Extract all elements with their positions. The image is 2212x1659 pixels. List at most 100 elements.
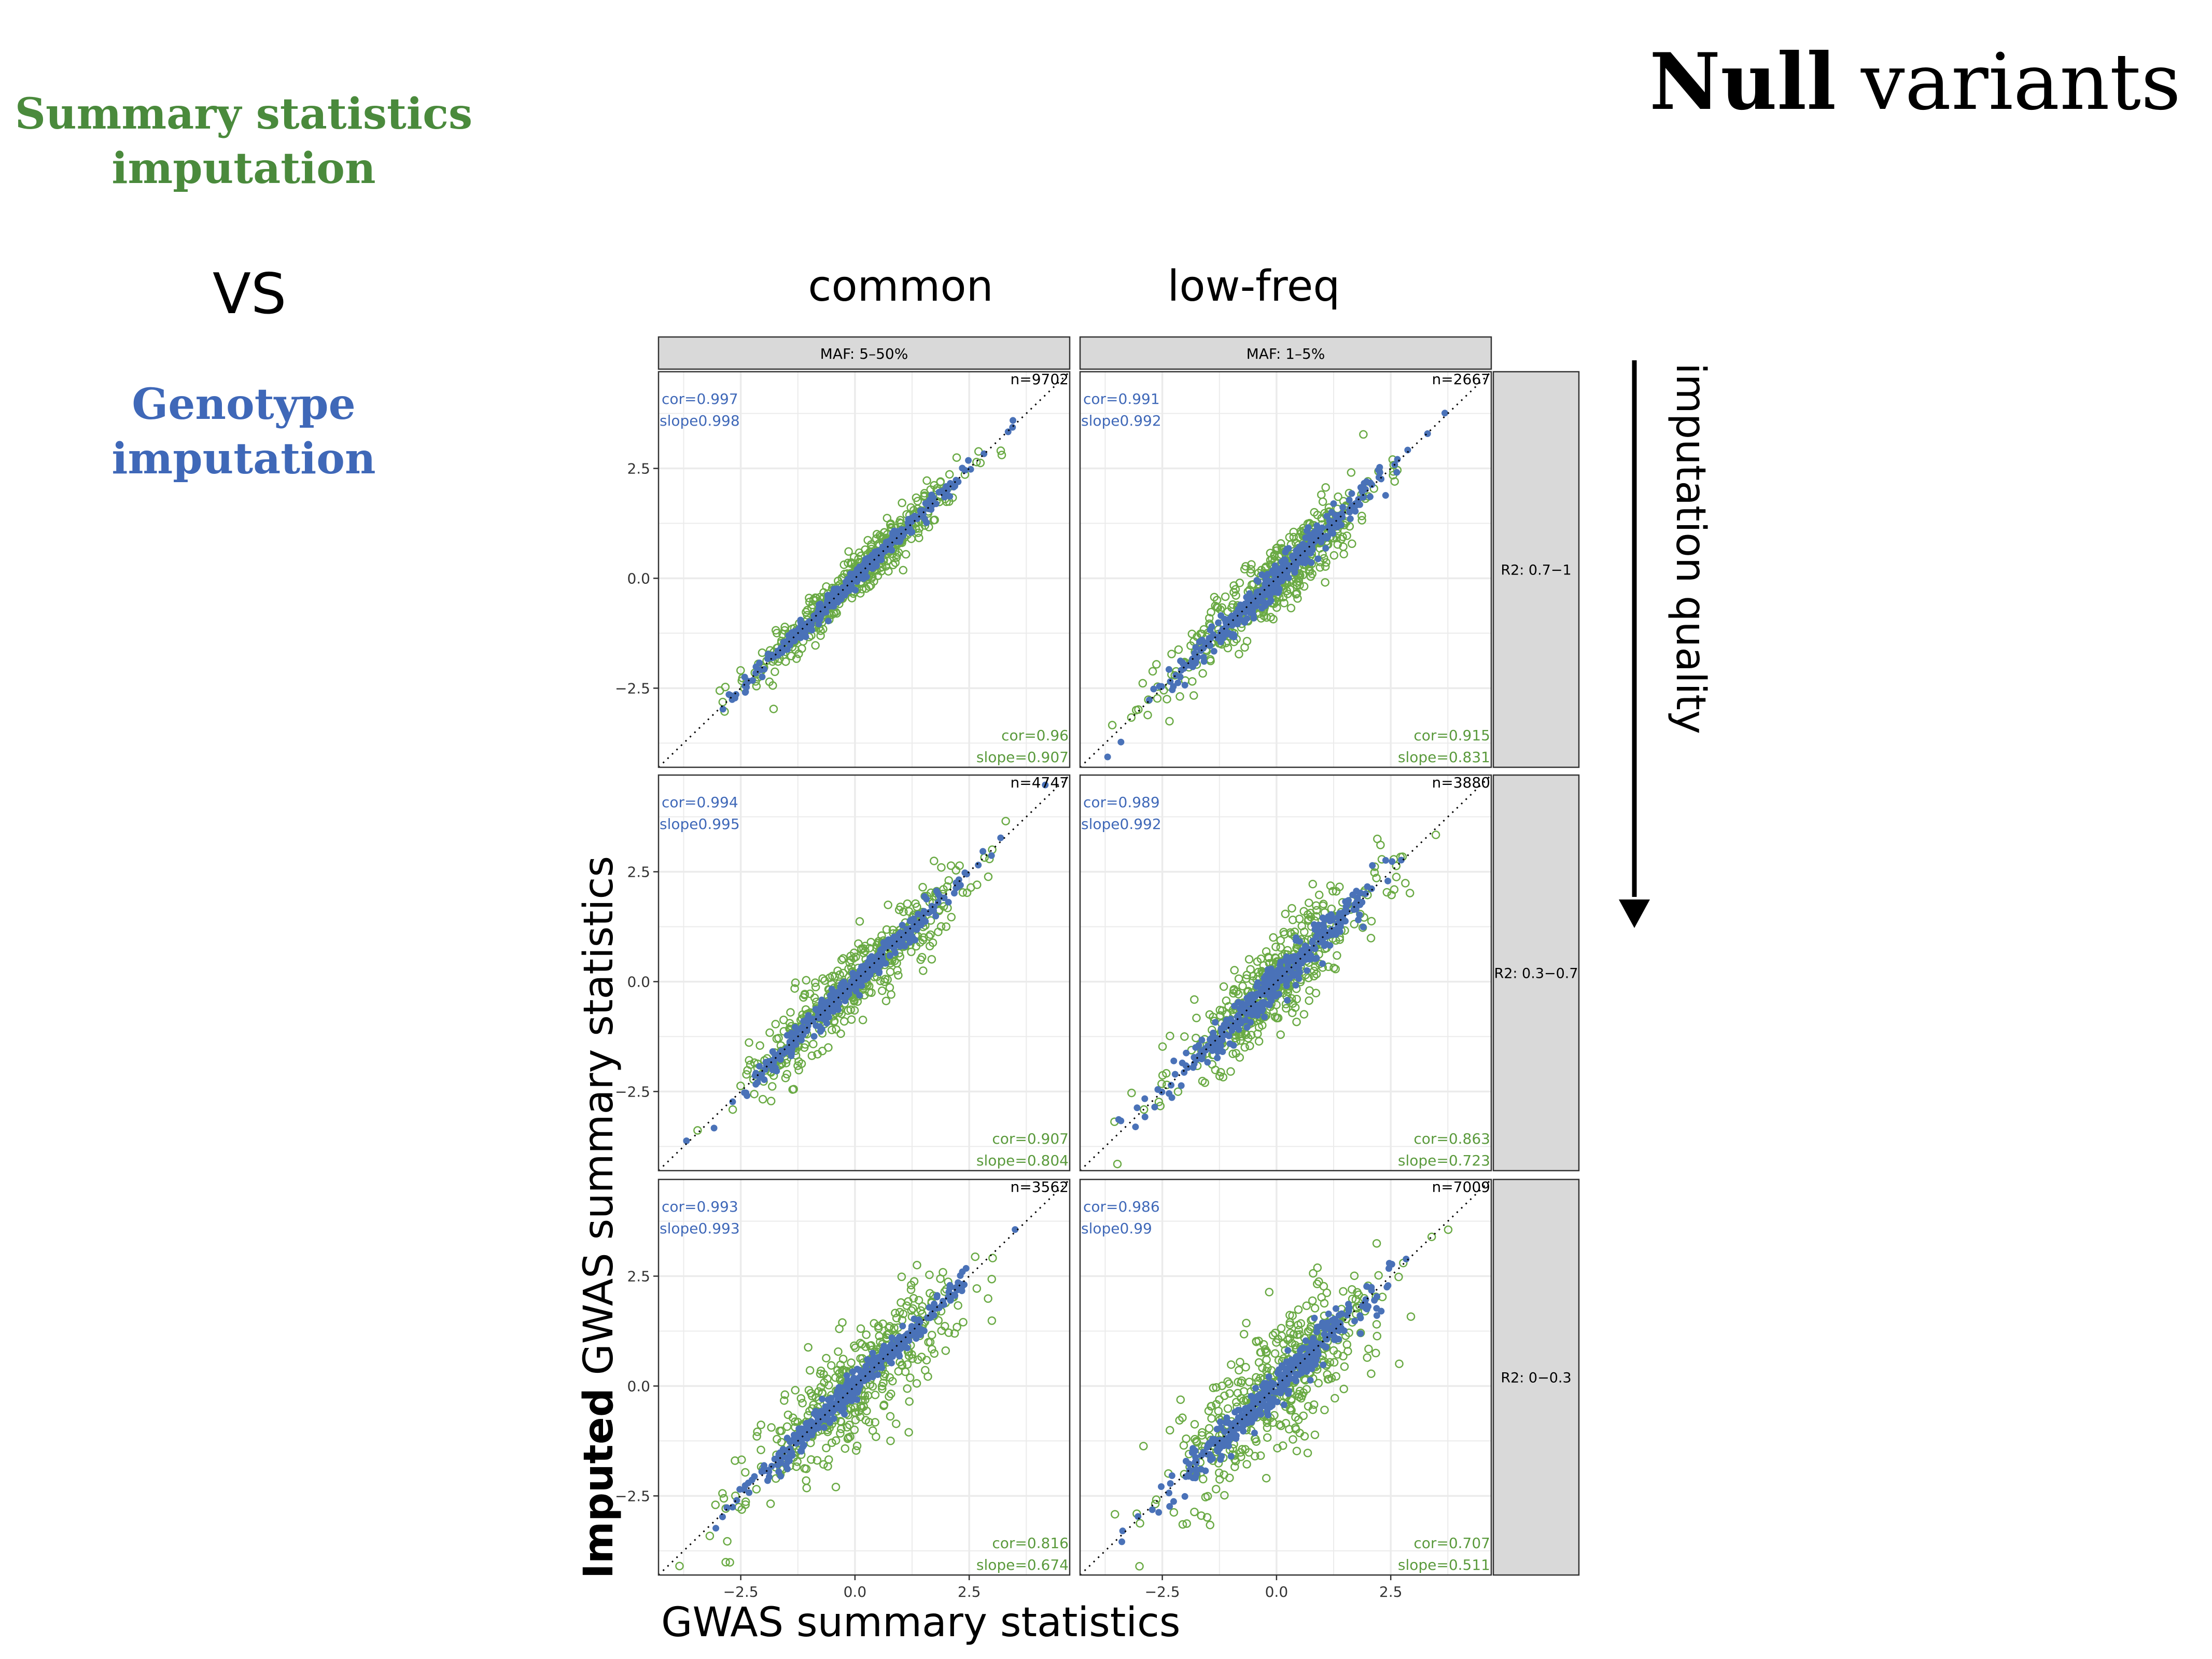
green-point — [1332, 1372, 1340, 1381]
blue-point — [1368, 1287, 1375, 1294]
green-point — [793, 1061, 802, 1070]
green-point — [1247, 580, 1256, 589]
blue-point — [1219, 1048, 1226, 1055]
blue-point — [1228, 1434, 1235, 1441]
blue-point — [810, 1033, 818, 1040]
green-point — [1276, 936, 1285, 945]
green-point — [858, 1016, 867, 1024]
green-point — [1223, 643, 1233, 653]
green-point — [1367, 1369, 1376, 1378]
green-point — [886, 519, 895, 528]
blue-point — [789, 1042, 796, 1049]
blue-point — [777, 1457, 785, 1465]
blue-point — [1264, 1408, 1271, 1415]
green-point — [788, 1085, 797, 1094]
green-point — [1269, 933, 1278, 942]
green-point — [909, 1294, 918, 1303]
green-point — [1174, 645, 1183, 654]
blue-point — [1320, 1361, 1327, 1369]
blue-point — [838, 1407, 845, 1414]
green-point — [886, 1436, 895, 1445]
green-point — [1309, 1400, 1319, 1409]
green-point — [903, 899, 912, 908]
blue-point — [1168, 1472, 1175, 1479]
green-point — [876, 532, 886, 542]
blue-point — [1303, 1368, 1310, 1375]
green-point — [1209, 1383, 1218, 1393]
blue-point — [1293, 959, 1300, 966]
green-point — [852, 1441, 862, 1451]
blue-point — [967, 466, 974, 473]
green-point — [918, 1302, 927, 1311]
blue-point — [1184, 1064, 1192, 1071]
blue-point — [1253, 588, 1261, 596]
blue-point — [907, 529, 915, 536]
blue-point — [791, 628, 799, 635]
green-point — [1178, 1520, 1187, 1529]
blue-point — [1283, 982, 1290, 990]
green-point — [1182, 1519, 1192, 1528]
green-point — [1302, 1301, 1311, 1310]
blue-point — [1253, 602, 1260, 610]
green-point — [1324, 962, 1333, 972]
blue-point — [1010, 417, 1017, 424]
blue-point — [1181, 682, 1188, 689]
blue-point — [793, 1031, 801, 1038]
blue-point — [1270, 1388, 1278, 1396]
green-point — [1265, 1288, 1274, 1297]
blue-point — [867, 963, 874, 970]
blue-point — [849, 577, 857, 584]
points-layer — [659, 775, 1070, 1171]
blue-point — [1154, 1086, 1161, 1093]
green-point — [844, 1433, 853, 1442]
blue-point — [1332, 1305, 1339, 1312]
green-point — [1175, 692, 1184, 701]
blue-point — [1265, 1384, 1272, 1391]
green-point — [1288, 916, 1297, 924]
green-point — [874, 1324, 883, 1333]
blue-point — [1212, 1019, 1219, 1026]
blue-point — [1206, 1441, 1213, 1448]
green-point — [819, 1370, 828, 1379]
blue-point — [1198, 1452, 1205, 1459]
blue-point — [1235, 606, 1242, 613]
green-slope-label: slope=0.907 — [976, 749, 1069, 766]
green-point — [871, 1418, 879, 1427]
green-point — [1347, 468, 1356, 477]
blue-point — [864, 1356, 871, 1363]
blue-point — [815, 621, 822, 628]
green-point — [796, 1394, 806, 1403]
green-point — [1348, 1295, 1357, 1303]
blue-point — [822, 1014, 829, 1021]
green-point — [807, 1455, 816, 1464]
green-point — [843, 1423, 851, 1432]
blue-point — [1193, 1459, 1200, 1467]
green-point — [1339, 550, 1348, 559]
green-point — [752, 1432, 761, 1441]
blue-point — [903, 926, 911, 933]
green-point — [1113, 1159, 1122, 1169]
green-point — [1300, 1432, 1309, 1441]
green-point — [878, 1319, 887, 1328]
green-point — [1295, 581, 1304, 589]
blue-point — [839, 1401, 846, 1408]
blue-point — [719, 706, 726, 713]
green-point — [1298, 570, 1307, 580]
panel-border — [1079, 774, 1492, 1172]
green-point — [984, 1294, 992, 1303]
green-point — [1350, 1271, 1359, 1281]
green-point — [801, 1040, 810, 1049]
blue-point — [1217, 1456, 1224, 1463]
blue-point — [1353, 888, 1360, 895]
blue-point — [1229, 631, 1237, 638]
blue-point — [1299, 547, 1307, 555]
green-point — [793, 1457, 802, 1466]
green-point — [1284, 1425, 1294, 1434]
green-point — [1279, 593, 1288, 602]
blue-point — [1383, 1284, 1391, 1291]
green-point — [857, 1403, 866, 1412]
green-point — [1270, 1013, 1280, 1021]
green-point — [925, 932, 933, 941]
green-point — [1289, 1330, 1298, 1339]
blue-point — [897, 943, 904, 950]
